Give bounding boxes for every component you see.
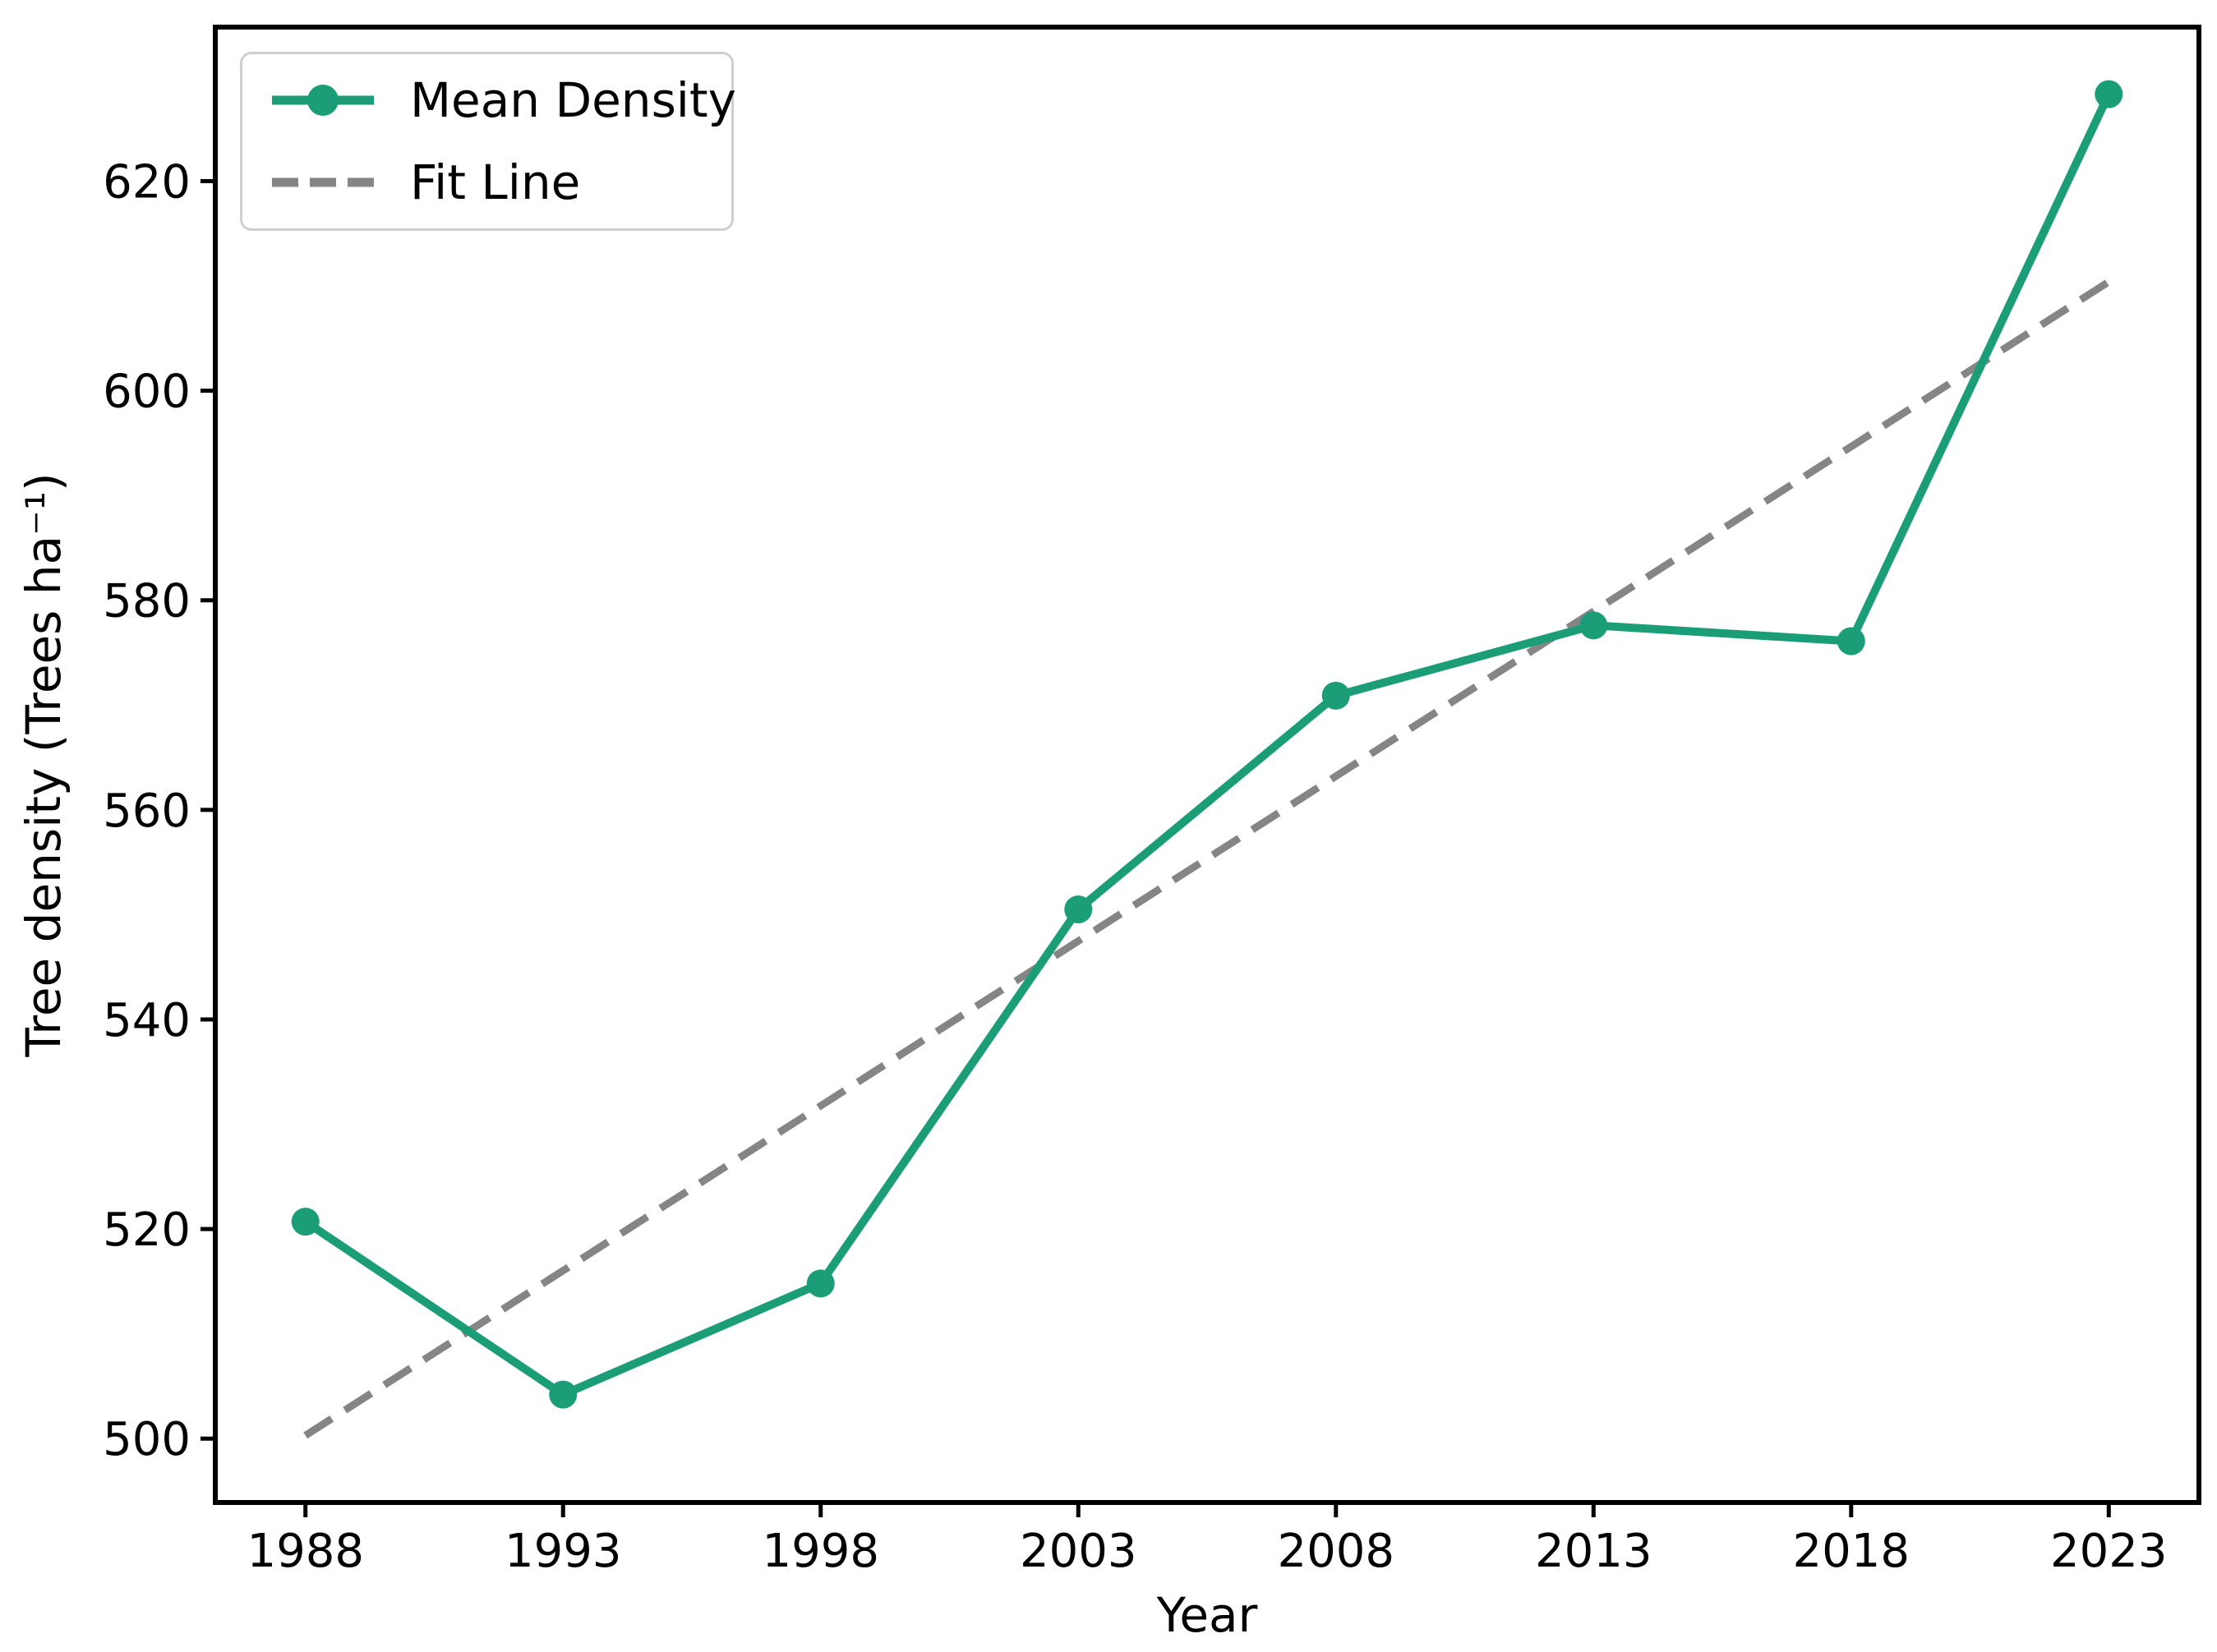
data-point-marker — [2095, 80, 2123, 108]
x-tick-label: 1988 — [247, 1525, 364, 1578]
legend-item-mean-density: Mean Density — [270, 68, 736, 132]
data-point-marker — [291, 1208, 320, 1236]
data-point-marker — [806, 1269, 835, 1298]
y-tick-label: 540 — [103, 994, 191, 1047]
fit-line-dash-icon — [272, 177, 374, 187]
data-point-marker — [1579, 611, 1608, 640]
x-tick-label: 1993 — [505, 1525, 622, 1578]
data-point-marker — [1064, 895, 1093, 924]
y-tick-label: 560 — [103, 785, 191, 838]
legend-swatch-marker — [307, 85, 339, 116]
y-tick-label: 620 — [103, 156, 191, 209]
y-tick-label: 520 — [103, 1203, 191, 1257]
mean-density-line-icon — [272, 85, 374, 116]
y-tick-label: 500 — [103, 1413, 191, 1466]
y-tick-label: 600 — [103, 366, 191, 419]
data-point-marker — [549, 1380, 578, 1409]
fit-line — [303, 278, 2111, 1439]
x-tick-label: 1998 — [762, 1525, 879, 1578]
x-tick-label: 2018 — [1793, 1525, 1910, 1578]
x-tick-label: 2008 — [1277, 1525, 1394, 1578]
data-point-marker — [1321, 681, 1350, 710]
x-tick-label: 2003 — [1020, 1525, 1137, 1578]
data-point-marker — [1837, 627, 1865, 656]
y-tick-label: 580 — [103, 575, 191, 628]
y-axis-label: Tree density (Trees ha⁻¹) — [16, 472, 71, 1057]
x-tick-label: 2023 — [2050, 1525, 2168, 1578]
legend-label-fit-line: Fit Line — [410, 154, 581, 210]
plot-border — [213, 25, 2201, 1505]
mean-density-line — [302, 92, 2113, 1400]
legend-item-fit-line: Fit Line — [270, 150, 707, 214]
x-axis-label: Year — [1156, 1587, 1258, 1643]
x-tick-label: 2013 — [1535, 1525, 1652, 1578]
legend-label-mean-density: Mean Density — [410, 72, 736, 128]
legend: Mean Density Fit Line — [240, 52, 736, 231]
